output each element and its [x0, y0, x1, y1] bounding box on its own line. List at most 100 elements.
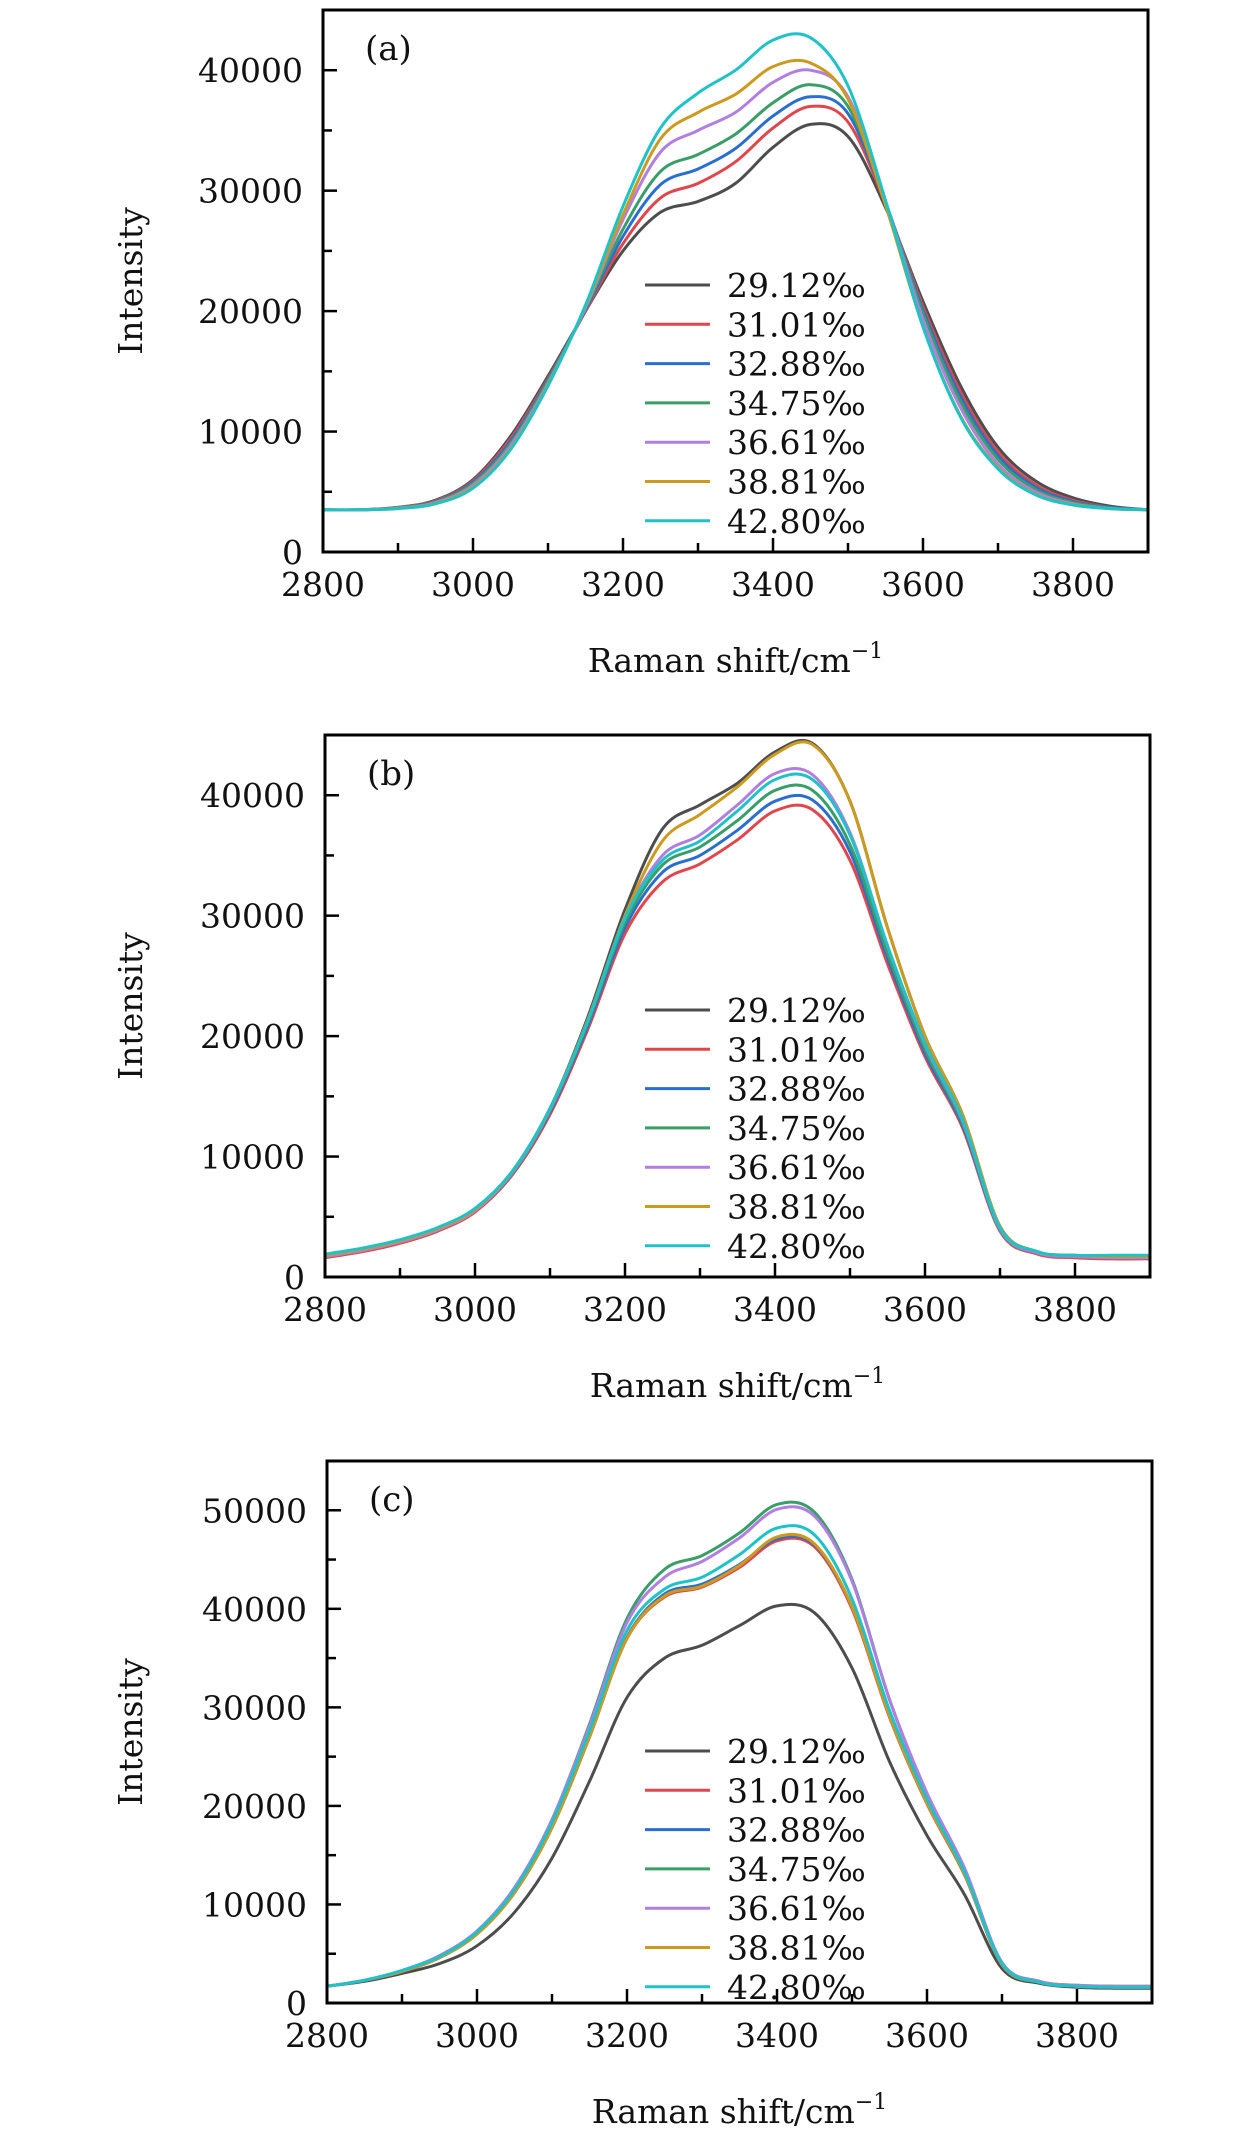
legend-item: 36.61‰	[645, 1148, 866, 1187]
legend-label: 31.01‰	[727, 1030, 866, 1069]
legend-label: 34.75‰	[727, 1109, 866, 1148]
panel-label: (b)	[367, 754, 415, 794]
legend-item: 29.12‰	[645, 1732, 866, 1771]
x-tick-label: 3600	[883, 1290, 967, 1329]
x-axis-title: Raman shift/cm−1	[592, 2090, 888, 2131]
legend: 29.12‰31.01‰32.88‰34.75‰36.61‰38.81‰42.8…	[645, 1732, 866, 2007]
legend-item: 34.75‰	[645, 384, 866, 423]
legend-label: 29.12‰	[727, 266, 866, 305]
legend-label: 36.61‰	[727, 423, 866, 462]
y-axis-title: Intensity	[111, 932, 150, 1080]
x-tick-label: 3200	[585, 2016, 669, 2055]
legend-label: 42.80‰	[727, 1968, 866, 2007]
x-tick-label: 3400	[733, 1290, 817, 1329]
legend-item: 32.88‰	[645, 1811, 866, 1850]
x-tick-label: 2800	[285, 2016, 369, 2055]
x-tick-label: 2800	[283, 1290, 367, 1329]
legend-item: 29.12‰	[645, 991, 866, 1030]
legend-item: 38.81‰	[645, 1929, 866, 1968]
x-tick-label: 3400	[735, 2016, 819, 2055]
legend-label: 38.81‰	[727, 1929, 866, 1968]
x-tick-label: 3800	[1033, 1290, 1117, 1329]
y-tick-label: 10000	[198, 413, 303, 452]
legend-label: 32.88‰	[727, 1070, 866, 1109]
legend-label: 36.61‰	[727, 1148, 866, 1187]
legend-label: 31.01‰	[727, 1771, 866, 1810]
y-tick-label: 0	[284, 1258, 305, 1297]
legend-label: 36.61‰	[727, 1889, 866, 1928]
y-tick-label: 0	[286, 1984, 307, 2023]
plot-frame	[325, 1459, 1154, 2005]
legend: 29.12‰31.01‰32.88‰34.75‰36.61‰38.81‰42.8…	[645, 991, 866, 1266]
x-tick-label: 3200	[581, 565, 665, 604]
x-tick-label: 3000	[435, 2016, 519, 2055]
y-axis-title: Intensity	[111, 1658, 150, 1806]
series-line-42.80	[323, 32, 1148, 512]
legend-item: 31.01‰	[645, 1771, 866, 1810]
x-tick-label: 3000	[433, 1290, 517, 1329]
legend-label: 31.01‰	[727, 305, 866, 344]
legend-item: 36.61‰	[645, 1889, 866, 1928]
series-group	[323, 32, 1148, 512]
x-tick-label: 3400	[731, 565, 815, 604]
panel-label: (c)	[369, 1480, 415, 1520]
x-axis-title: Raman shift/cm−1	[588, 639, 884, 680]
legend-item: 34.75‰	[645, 1850, 866, 1889]
legend-item: 42.80‰	[645, 1227, 866, 1266]
y-tick-label: 10000	[200, 1138, 305, 1177]
x-tick-label: 3800	[1031, 565, 1115, 604]
legend-label: 32.88‰	[727, 1811, 866, 1850]
legend-item: 29.12‰	[645, 266, 866, 305]
x-tick-label: 2800	[281, 565, 365, 604]
x-tick-label: 3800	[1035, 2016, 1119, 2055]
panel-c: 2800 3000 3200 3400 3600 3800 0 10000 20000 30000…	[111, 1459, 1154, 2131]
legend-label: 34.75‰	[727, 1850, 866, 1889]
y-tick-label: 30000	[198, 172, 303, 211]
y-tick-label: 20000	[200, 1017, 305, 1056]
legend: 29.12‰31.01‰32.88‰34.75‰36.61‰38.81‰42.8…	[645, 266, 866, 541]
legend-item: 31.01‰	[645, 1030, 866, 1069]
legend-item: 42.80‰	[645, 1968, 866, 2007]
y-tick-label: 40000	[200, 776, 305, 815]
y-tick-label: 40000	[198, 51, 303, 90]
plot-frame	[321, 8, 1150, 554]
legend-item: 34.75‰	[645, 1109, 866, 1148]
series-group	[327, 1500, 1152, 1990]
legend-item: 38.81‰	[645, 1188, 866, 1227]
x-axis-title: Raman shift/cm−1	[590, 1364, 886, 1405]
panel-b: 2800 3000 3200 3400 3600 3800 0 10000 20000 30000…	[111, 733, 1152, 1405]
series-group	[325, 738, 1150, 1261]
y-tick-label: 20000	[198, 292, 303, 331]
y-tick-label: 0	[282, 533, 303, 572]
legend-label: 38.81‰	[727, 1188, 866, 1227]
legend-item: 38.81‰	[645, 463, 866, 502]
series-line-29.12	[327, 1602, 1152, 1990]
legend-label: 32.88‰	[727, 345, 866, 384]
legend-label: 34.75‰	[727, 384, 866, 423]
legend-item: 32.88‰	[645, 1070, 866, 1109]
legend-label: 42.80‰	[727, 1227, 866, 1266]
series-line-42.80	[327, 1524, 1152, 1989]
series-line-34.75	[323, 83, 1148, 512]
plot-frame	[323, 733, 1152, 1279]
series-line-42.80	[325, 772, 1150, 1258]
x-tick-label: 3600	[885, 2016, 969, 2055]
panel-a: 2800 3000 3200 3400 3600 3800 0 10000 20000 30000…	[111, 8, 1150, 680]
legend-item: 42.80‰	[645, 502, 866, 541]
legend-item: 31.01‰	[645, 305, 866, 344]
x-tick-label: 3600	[881, 565, 965, 604]
legend-label: 29.12‰	[727, 991, 866, 1030]
x-tick-label: 3000	[431, 565, 515, 604]
y-tick-label: 30000	[202, 1688, 307, 1727]
legend-label: 29.12‰	[727, 1732, 866, 1771]
legend-label: 42.80‰	[727, 502, 866, 541]
y-axis-title: Intensity	[111, 207, 150, 355]
y-tick-label: 30000	[200, 897, 305, 936]
legend-item: 36.61‰	[645, 423, 866, 462]
x-tick-label: 3200	[583, 1290, 667, 1329]
legend-item: 32.88‰	[645, 345, 866, 384]
legend-label: 38.81‰	[727, 463, 866, 502]
y-tick-label: 10000	[202, 1885, 307, 1924]
y-tick-label: 20000	[202, 1787, 307, 1826]
